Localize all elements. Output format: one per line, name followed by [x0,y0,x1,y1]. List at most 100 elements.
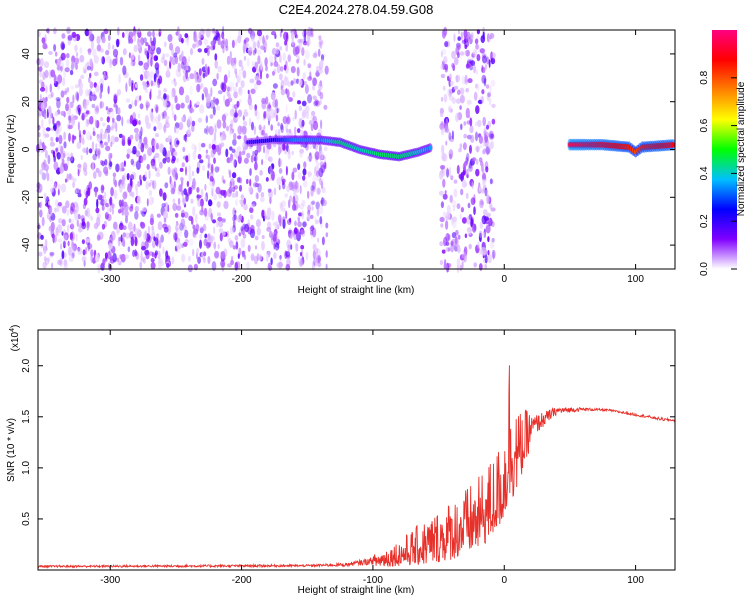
noise-blob [484,264,488,269]
noise-blob [251,60,255,69]
noise-blob [320,119,323,130]
noise-blob [76,52,79,57]
noise-blob [208,171,214,177]
noise-blob [126,153,130,159]
noise-blob [111,207,114,215]
noise-blob [438,190,444,196]
noise-blob [37,31,41,37]
noise-blob [294,220,297,227]
noise-blob [489,32,495,39]
noise-blob [207,256,211,264]
noise-blob [279,31,282,38]
noise-blob [121,207,125,216]
noise-blob [446,167,449,177]
noise-blob [63,259,68,267]
noise-blob [38,132,41,138]
noise-blob [175,225,178,231]
noise-blob [310,185,315,191]
noise-blob [75,203,79,214]
noise-blob [162,246,165,255]
noise-blob [445,246,449,252]
noise-blob [300,229,305,235]
noise-blob [60,145,64,155]
noise-blob [447,88,453,98]
noise-blob [100,143,104,149]
noise-blob [143,136,148,145]
noise-blob [290,244,293,250]
noise-blob [81,256,87,262]
noise-blob [157,122,163,130]
noise-blob [235,241,239,250]
noise-blob [301,199,306,207]
noise-blob [129,37,134,44]
noise-blob [65,200,70,209]
noise-blob [150,258,155,263]
noise-blob [85,238,91,243]
noise-blob [263,41,268,51]
noise-blob [202,223,207,232]
noise-blob [192,180,197,188]
noise-blob [167,150,171,159]
noise-blob [189,73,195,80]
noise-blob [231,148,236,153]
noise-blob [313,100,319,107]
noise-blob [253,255,259,265]
noise-blob [175,172,178,181]
noise-blob [55,147,58,152]
noise-blob [131,119,138,127]
noise-blob [297,216,301,223]
noise-blob [307,210,311,216]
noise-blob [176,157,179,163]
noise-blob [49,216,52,223]
noise-blob [62,150,66,159]
noise-blob [66,96,70,104]
noise-blob [57,259,62,266]
noise-blob [181,190,184,196]
noise-blob [279,54,282,64]
noise-blob [257,40,260,49]
noise-blob [231,63,236,69]
noise-blob [457,36,462,41]
noise-blob [462,169,466,176]
noise-blob [45,85,48,94]
noise-blob [167,34,173,42]
noise-blob [464,74,468,83]
noise-blob [317,48,321,57]
noise-blob [238,184,243,192]
noise-blob [79,82,84,90]
noise-blob [41,118,44,128]
noise-blob [256,29,263,37]
noise-blob [59,257,63,267]
noise-blob [192,150,197,160]
noise-blob [140,179,142,186]
noise-blob [459,264,463,272]
noise-blob [240,194,244,200]
noise-blob [283,64,287,71]
noise-blob [318,167,324,178]
noise-blob [78,107,81,116]
noise-blob [77,193,82,198]
noise-blob [460,123,463,130]
noise-blob [457,234,461,240]
noise-blob [178,184,183,192]
noise-blob [203,238,208,247]
noise-blob [220,40,225,49]
noise-blob [63,68,67,78]
noise-blob [238,232,242,237]
noise-blob [214,98,220,105]
noise-blob [459,94,465,104]
noise-blob [132,145,137,155]
noise-blob [76,92,79,102]
noise-blob [126,148,132,155]
noise-blob [189,85,193,96]
noise-blob [40,102,45,112]
noise-blob [217,90,223,95]
noise-blob [252,150,255,157]
noise-blob [208,199,213,207]
noise-blob [59,165,64,174]
noise-blob [158,239,162,249]
noise-blob [102,258,106,266]
colorbar-ticks: 0.00.20.40.60.8 [699,70,737,276]
noise-blob [66,53,70,59]
snr-frame [37,329,676,571]
